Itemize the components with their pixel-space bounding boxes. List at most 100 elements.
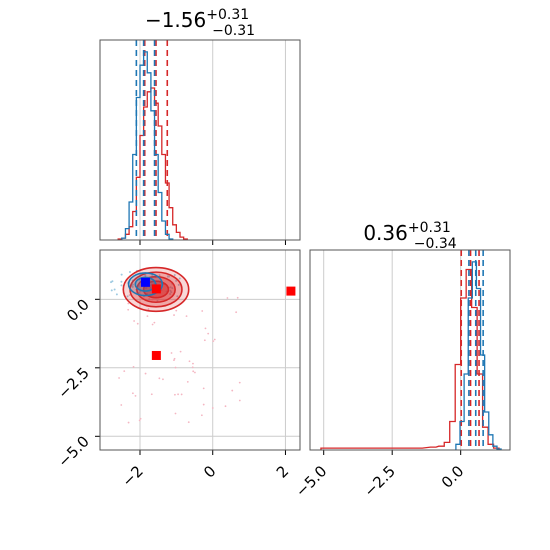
sample-point (174, 412, 177, 415)
sample-point (236, 296, 239, 299)
y-tick-label: −2.5 (54, 364, 92, 402)
sample-point (136, 322, 139, 325)
title-param-1-median: −1.56 (145, 8, 206, 32)
sample-point (173, 359, 175, 362)
sample-point (188, 360, 191, 363)
sample-point (110, 289, 113, 292)
sample-point (202, 387, 205, 390)
panel-marginal-param-2: −5.0 −2.5 0.0 (292, 249, 511, 501)
sample-point (132, 366, 135, 368)
marker-square (151, 284, 161, 294)
sample-point (174, 393, 176, 396)
sample-point (187, 421, 190, 424)
title-param-2: 0.36+0.31 −0.34 (363, 220, 456, 252)
sample-point (169, 289, 172, 292)
marker-square (151, 350, 161, 360)
sample-point (144, 372, 147, 375)
title-param-2-median: 0.36 (363, 221, 408, 245)
sample-point (211, 407, 214, 409)
sample-point (146, 315, 149, 318)
sample-point (151, 298, 154, 301)
sample-point (180, 393, 183, 396)
sample-point (134, 395, 137, 397)
sample-point (113, 288, 116, 291)
sample-point (171, 287, 174, 290)
sample-point (213, 338, 216, 341)
sample-point (177, 283, 180, 286)
title-param-2-minus: −0.34 (414, 236, 457, 252)
sample-point (162, 378, 164, 381)
sample-point (128, 294, 131, 296)
panel-joint: −2 0 2 0.0 −2.5 −5.0 (54, 249, 301, 490)
title-param-1-plus: +0.31 (206, 7, 249, 23)
sample-point (127, 308, 130, 311)
sample-point (185, 315, 188, 317)
sample-point (204, 327, 207, 330)
sample-point (145, 287, 148, 290)
sample-point (238, 381, 241, 384)
sample-point (169, 286, 172, 289)
sample-point (235, 311, 238, 314)
sample-point (186, 380, 189, 383)
sample-point (201, 310, 204, 312)
sample-point (110, 281, 113, 284)
sample-point (238, 399, 241, 402)
sample-point (192, 370, 195, 373)
sample-point (177, 393, 179, 396)
marker-square (140, 277, 150, 287)
sample-point (191, 366, 194, 369)
sample-point (123, 370, 126, 373)
sample-point (150, 393, 153, 396)
sample-point (194, 371, 196, 374)
sample-point (178, 277, 181, 280)
sample-point (174, 366, 177, 369)
x-tick-label: −2.5 (361, 462, 399, 500)
sample-point (224, 405, 227, 408)
sample-point (126, 295, 129, 298)
y-tick-label: 0.0 (63, 295, 93, 325)
sample-point (166, 275, 169, 278)
sample-point (200, 414, 203, 417)
x-tick-label: −2 (118, 462, 146, 490)
sample-point (175, 279, 178, 282)
marker-square (286, 286, 296, 296)
sample-point (203, 339, 206, 342)
sample-point (231, 389, 234, 392)
sample-point (202, 403, 205, 406)
x-tick-label: 0 (200, 462, 219, 481)
sample-point (139, 417, 142, 420)
sample-point (148, 298, 151, 301)
histogram-step (117, 87, 188, 240)
sample-point (131, 392, 134, 395)
title-param-1-minus: −0.31 (212, 23, 255, 39)
sample-point (207, 332, 210, 335)
sample-point (118, 377, 120, 379)
sample-point (169, 293, 172, 296)
histogram-step (121, 51, 174, 240)
sample-point (151, 323, 154, 326)
sample-point (179, 350, 182, 353)
sample-point (173, 357, 176, 360)
sample-point (115, 293, 118, 296)
sample-point (120, 404, 123, 406)
sample-point (120, 280, 123, 283)
sample-point (173, 314, 175, 316)
y-tick-label: −5.0 (54, 432, 92, 470)
sample-point (176, 295, 179, 298)
x-tick-label: 2 (273, 462, 292, 481)
sample-point (149, 286, 152, 289)
sample-point (212, 340, 215, 343)
sample-point (192, 362, 194, 365)
title-param-2-plus: +0.31 (408, 220, 451, 236)
sample-point (153, 321, 156, 324)
sample-point (120, 273, 123, 276)
sample-point (158, 274, 161, 277)
sample-point (158, 377, 161, 380)
sample-point (133, 320, 136, 322)
axes-frame (309, 249, 511, 451)
sample-point (128, 270, 131, 273)
sample-point (120, 284, 123, 287)
axes-frame (99, 249, 301, 451)
sample-point (144, 274, 147, 277)
